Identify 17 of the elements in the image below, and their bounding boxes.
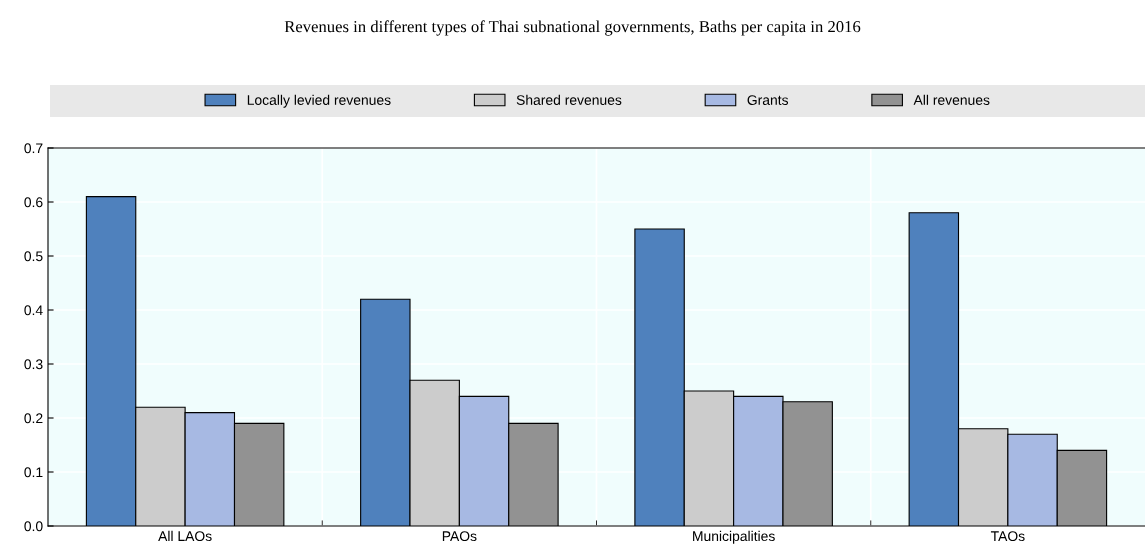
y-tick-label: 0.3: [24, 359, 43, 370]
y-tick-label: 0.0: [24, 521, 43, 532]
chart-title: Revenues in different types of Thai subnational governments, Baths per capita in 2016: [284, 20, 861, 36]
x-tick-label: Municipalities: [693, 530, 775, 544]
y-tick-label: 0.5: [24, 251, 43, 262]
legend-label: All revenues: [913, 94, 990, 105]
y-tick-label: 0.6: [24, 197, 43, 208]
x-tick-label: TAOs: [990, 531, 1025, 542]
y-tick-label: 0.4: [24, 305, 43, 316]
x-tick-label: All LAOs: [158, 530, 212, 542]
x-tick-label: PAOs: [442, 531, 477, 542]
y-tick-label: 0.7: [24, 143, 43, 154]
y-tick-label: 0.1: [24, 467, 43, 478]
legend-label: Grants: [747, 95, 789, 105]
y-tick-label: 0.2: [24, 413, 43, 424]
legend-label: Locally levied revenues: [247, 94, 391, 108]
legend-label: Shared revenues: [516, 94, 622, 105]
